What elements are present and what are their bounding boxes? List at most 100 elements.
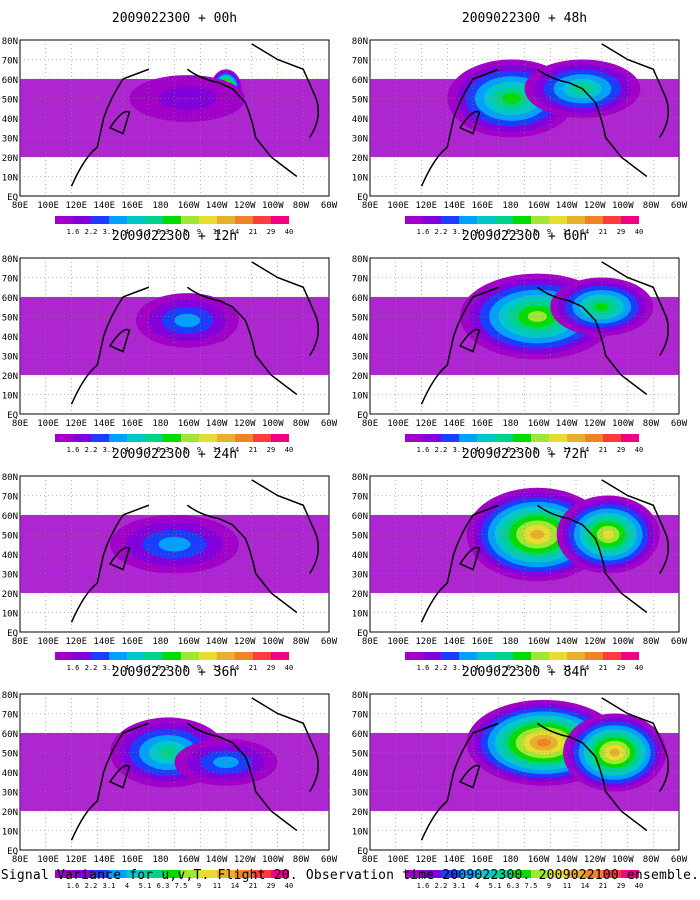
lon-tick-label: 180 (502, 419, 518, 429)
colorbar-swatch (423, 652, 441, 660)
lon-tick-label: 80W (643, 855, 660, 865)
colorbar-swatch (199, 434, 217, 442)
variance-contour (527, 311, 548, 322)
lon-tick-label: 120E (65, 855, 87, 865)
colorbar-label: 7.5 (175, 664, 188, 672)
colorbar-swatch (271, 216, 289, 224)
colorbar-swatch (55, 434, 73, 442)
lat-tick-label: 60N (2, 730, 18, 740)
colorbar-label: 29 (617, 664, 625, 672)
lon-tick-label: 160W (528, 855, 550, 865)
lat-tick-label: 80N (2, 691, 18, 701)
lon-tick-label: 80W (293, 419, 310, 429)
colorbar-label: 29 (617, 882, 625, 890)
colorbar-swatch (513, 652, 531, 660)
map-panel: 2009022300 + 12h EQ 10N 20N 30N 40N 50N 60N 70N 8… (2, 229, 338, 454)
colorbar-swatch (405, 870, 423, 878)
coastline (186, 504, 298, 614)
colorbar-swatch (477, 216, 495, 224)
map-panel: 2009022300 + 84h EQ 10N 20N 30N 40N 50N 60N 70N 8… (352, 665, 688, 890)
lon-tick-label: 100W (612, 201, 634, 211)
colorbar-swatch (549, 434, 567, 442)
variance-contour (174, 313, 201, 328)
lon-tick-label: 80E (362, 637, 378, 647)
colorbar-label: 9 (547, 664, 551, 672)
colorbar-label: 11 (563, 664, 571, 672)
colorbar-label: 21 (599, 882, 607, 890)
lat-tick-label: EQ (357, 629, 368, 639)
lat-tick-label: 60N (2, 294, 18, 304)
lat-tick-label: 70N (2, 57, 18, 67)
coastline (70, 504, 150, 623)
colorbar-label: 6.3 (507, 446, 520, 454)
colorbar-swatch (109, 216, 127, 224)
lon-tick-label: 120E (415, 855, 437, 865)
map-area: EQ 10N 20N 30N 40N 50N 60N 70N 80N 80E 100E 120E 140… (352, 37, 688, 211)
lon-tick-label: 80W (293, 637, 310, 647)
coastline (536, 504, 648, 614)
map-area: EQ 10N 20N 30N 40N 50N 60N 70N 80N 80E 100E 120E 140… (2, 255, 338, 429)
lat-tick-label: 70N (352, 57, 368, 67)
colorbar-swatch (495, 652, 513, 660)
coastline (109, 328, 131, 353)
colorbar-label: 7.5 (525, 882, 538, 890)
colorbar-label: 11 (563, 882, 571, 890)
lon-tick-label: 120E (65, 201, 87, 211)
lat-tick-label: 80N (2, 37, 18, 47)
lon-tick-label: 100E (37, 201, 59, 211)
lat-tick-label: 60N (2, 512, 18, 522)
coastline (109, 110, 131, 135)
lat-tick-label: 60N (352, 512, 368, 522)
colorbar-label: 5.1 (489, 446, 502, 454)
colorbar-label: 2.2 (435, 228, 448, 236)
map-panel: 2009022300 + 00h EQ 10N 20N 30N 40N 50N 60N 70N 8… (2, 11, 338, 236)
lon-tick-label: 120W (584, 419, 606, 429)
colorbar-label: 3.1 (453, 664, 466, 672)
lat-tick-label: 20N (2, 372, 18, 382)
map-area: EQ 10N 20N 30N 40N 50N 60N 70N 80N 80E 100E 120E 140… (2, 37, 338, 211)
lat-tick-label: 60N (352, 730, 368, 740)
map-panel: 2009022300 + 72h EQ 10N 20N 30N 40N 50N 60N 70N 8… (352, 447, 688, 672)
lat-tick-label: 70N (352, 275, 368, 285)
lat-tick-label: 70N (352, 493, 368, 503)
lat-tick-label: 10N (2, 828, 18, 838)
lat-tick-label: 20N (2, 154, 18, 164)
colorbar-label: 6.3 (157, 446, 170, 454)
lat-tick-label: 30N (2, 571, 18, 581)
colorbar-swatch (441, 216, 459, 224)
colorbar-swatch (127, 652, 145, 660)
colorbar-label: 7.5 (175, 446, 188, 454)
coastline (536, 286, 648, 396)
colorbar-swatch (145, 652, 163, 660)
colorbar-label: 5.1 (139, 228, 152, 236)
coastline (70, 286, 150, 405)
lon-tick-label: 160E (472, 637, 494, 647)
lon-tick-label: 160E (472, 855, 494, 865)
colorbar-label: 5.1 (489, 228, 502, 236)
map-panel: 2009022300 + 60h EQ 10N 20N 30N 40N 50N 60N 70N 8… (352, 229, 688, 454)
colorbar-swatch (459, 434, 477, 442)
colorbar-label: 3.1 (103, 664, 116, 672)
colorbar-label: 1.6 (67, 664, 80, 672)
colorbar-swatch (271, 652, 289, 660)
colorbar-label: 21 (599, 664, 607, 672)
panel-title: 2009022300 + 48h (462, 11, 587, 26)
coastline (70, 68, 150, 187)
colorbar-swatch (441, 652, 459, 660)
lon-tick-label: 180 (152, 419, 168, 429)
colorbar-label: 40 (635, 228, 643, 236)
coastline (186, 68, 298, 178)
lon-tick-label: 120W (234, 419, 256, 429)
lat-tick-label: 30N (352, 135, 368, 145)
map-area: EQ 10N 20N 30N 40N 50N 60N 70N 80N 80E 100E 120E 140… (352, 691, 688, 865)
coastline (601, 43, 669, 138)
colorbar: 1.6 2.2 3.1 4 5.1 6.3 7.5 9 11 14 21 29 40 (405, 870, 643, 890)
colorbar-label: 1.6 (417, 228, 430, 236)
lat-tick-label: 50N (352, 750, 368, 760)
colorbar-label: 21 (599, 446, 607, 454)
lat-tick-label: 20N (352, 808, 368, 818)
coastline (251, 261, 319, 356)
colorbar-swatch (145, 434, 163, 442)
colorbar-swatch (567, 652, 585, 660)
